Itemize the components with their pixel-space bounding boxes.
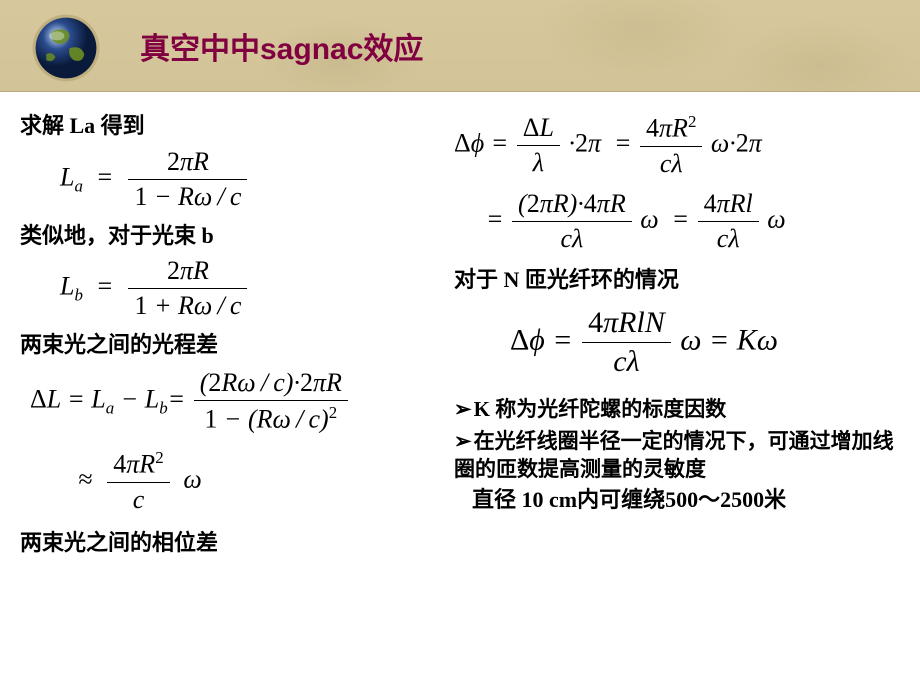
equation-delta-phi-line2: = (2πR)·4πR cλ ω = 4πRl cλ ω — [486, 189, 914, 254]
text-similarly-b: 类似地，对于光束 b — [20, 222, 450, 251]
slide-header: 真空中中sagnac效应 — [0, 0, 920, 92]
left-column: 求解 La 得到 La = 2πR 1 − Rω / c 类似地，对于光束 b … — [20, 106, 450, 564]
equation-delta-l: ΔL = La − Lb= (2Rω / c)·2πR 1 − (Rω / c)… — [30, 368, 450, 435]
equation-la: La = 2πR 1 − Rω / c — [60, 147, 450, 212]
equation-delta-phi-line1: Δϕ = ΔL λ ·2π = 4πR2 cλ ω·2π — [454, 112, 914, 179]
equation-delta-phi-n: Δϕ = 4πRlN cλ ω = Kω — [510, 306, 914, 379]
globe-icon — [28, 10, 104, 86]
text-solve-la: 求解 La 得到 — [20, 112, 450, 141]
text-path-diff: 两束光之间的光程差 — [20, 331, 450, 360]
bullet-k-factor: K 称为光纤陀螺的标度因数 — [454, 395, 914, 423]
slide-body: 求解 La 得到 La = 2πR 1 − Rω / c 类似地，对于光束 b … — [0, 92, 920, 690]
text-phase-diff: 两束光之间的相位差 — [20, 529, 450, 558]
right-column: Δϕ = ΔL λ ·2π = 4πR2 cλ ω·2π = (2πR)·4πR… — [454, 110, 914, 521]
bullet-sensitivity: 在光纤线圈半径一定的情况下，可通过增加线圈的匝数提高测量的灵敏度 — [454, 427, 914, 484]
text-diameter: 直径 10 cm内可缠绕500～2500米 — [472, 486, 914, 515]
equation-delta-l-approx: ≈ 4πR2 c ω — [78, 448, 450, 515]
slide-title: 真空中中sagnac效应 — [140, 24, 423, 68]
equation-lb: Lb = 2πR 1 + Rω / c — [60, 256, 450, 321]
text-n-turns: 对于 N 匝光纤环的情况 — [454, 266, 914, 295]
